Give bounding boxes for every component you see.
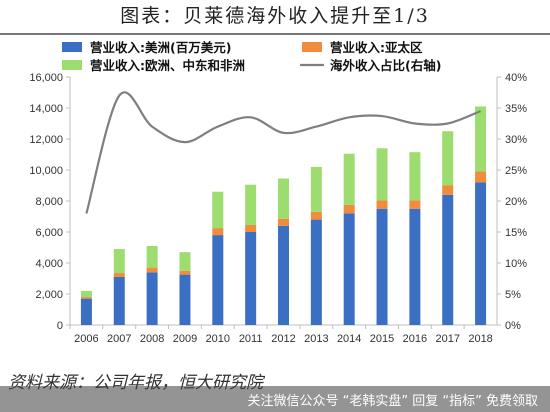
bar-segment-0	[245, 232, 257, 325]
bar-segment-1	[146, 267, 158, 273]
bar-segment-2	[113, 249, 125, 274]
bar-segment-1	[113, 273, 125, 277]
x-tick-label: 2011	[239, 333, 263, 345]
right-tick-label: 10%	[505, 258, 527, 270]
legend-label: 海外收入占比(右轴)	[330, 58, 441, 73]
bar-segment-2	[343, 153, 355, 205]
bar-segment-0	[113, 276, 125, 325]
right-tick-label: 40%	[505, 72, 527, 84]
left-tick-label: 8,000	[35, 196, 63, 208]
bar-segment-1	[475, 171, 487, 183]
x-tick-label: 2008	[140, 333, 164, 345]
bar-segment-0	[146, 272, 158, 325]
bar-segment-2	[278, 178, 289, 219]
bar-segment-2	[212, 191, 224, 229]
bar-segment-0	[80, 298, 92, 325]
bar-segment-0	[409, 208, 421, 325]
overseas-share-line	[85, 91, 481, 214]
x-tick-label: 2017	[435, 333, 459, 345]
bar-segment-2	[179, 252, 191, 271]
bar-segment-1	[245, 225, 257, 232]
left-tick-label: 14,000	[29, 103, 63, 115]
bar-segment-1	[212, 228, 224, 236]
x-tick-label: 2018	[468, 333, 492, 345]
bar-segment-2	[146, 245, 158, 268]
bar-segment-0	[212, 235, 224, 325]
bar-segment-0	[278, 225, 289, 325]
left-tick-label: 2,000	[35, 289, 63, 301]
x-tick-label: 2013	[304, 333, 328, 345]
bar-segment-2	[442, 131, 454, 186]
x-tick-label: 2012	[271, 333, 295, 345]
bar-segment-2	[310, 166, 322, 212]
left-tick-label: 12,000	[29, 134, 63, 146]
right-tick-label: 0%	[505, 320, 521, 332]
bar-segment-2	[409, 152, 421, 201]
legend-label: 营业收入:欧洲、中东和非洲	[90, 58, 245, 73]
bar-segment-0	[376, 208, 388, 325]
right-tick-label: 35%	[505, 103, 527, 115]
x-tick-label: 2009	[173, 333, 197, 345]
bar-segment-0	[343, 213, 355, 325]
right-tick-label: 5%	[505, 289, 521, 301]
bar-segment-0	[442, 194, 454, 325]
right-tick-label: 30%	[505, 134, 527, 146]
bar-segment-2	[80, 290, 92, 298]
line-series	[85, 91, 481, 214]
right-tick-label: 20%	[505, 196, 527, 208]
x-tick-label: 2015	[370, 333, 394, 345]
bars	[80, 106, 487, 325]
footer-banner: 关注微信公众号 “老韩实盘” 回复 “指标” 免费领取	[0, 386, 550, 412]
legend-swatch	[62, 60, 82, 70]
left-tick-label: 0	[57, 320, 63, 332]
bar-segment-2	[475, 106, 487, 172]
x-tick-label: 2010	[206, 333, 230, 345]
bar-segment-1	[343, 204, 355, 214]
page-title: 图表：贝莱德海外收入提升至1/3	[120, 5, 430, 27]
title-divider	[0, 33, 550, 35]
bar-segment-0	[179, 274, 191, 325]
legend-label: 营业收入:美洲(百万美元)	[90, 40, 231, 55]
bar-segment-0	[310, 219, 322, 325]
legend-swatch	[302, 42, 322, 52]
x-tick-label: 2016	[403, 333, 427, 345]
x-tick-label: 2014	[337, 333, 361, 345]
footer-banner-text: 关注微信公众号 “老韩实盘” 回复 “指标” 免费领取	[247, 394, 538, 409]
legend-swatch	[62, 42, 82, 52]
left-tick-label: 10,000	[29, 165, 63, 177]
bar-segment-1	[80, 297, 92, 299]
right-tick-label: 15%	[505, 227, 527, 239]
bar-segment-1	[376, 200, 388, 209]
x-tick-label: 2006	[74, 333, 98, 345]
bar-segment-1	[310, 211, 322, 220]
axes: 0 2,000 4,000 6,000 8,000 10,000 12,000 14,000 1…	[29, 72, 527, 345]
bar-segment-1	[278, 218, 289, 226]
right-tick-label: 25%	[505, 165, 527, 177]
bar-segment-2	[245, 184, 257, 226]
bar-segment-1	[442, 185, 454, 195]
bar-segment-1	[409, 200, 421, 209]
x-tick-label: 2007	[107, 333, 131, 345]
bar-segment-1	[179, 270, 191, 275]
left-tick-label: 4,000	[35, 258, 63, 270]
bar-segment-0	[475, 182, 487, 325]
legend-label: 营业收入:亚太区	[330, 40, 423, 55]
left-tick-label: 16,000	[29, 72, 63, 84]
left-tick-label: 6,000	[35, 227, 63, 239]
bar-segment-2	[376, 148, 388, 201]
